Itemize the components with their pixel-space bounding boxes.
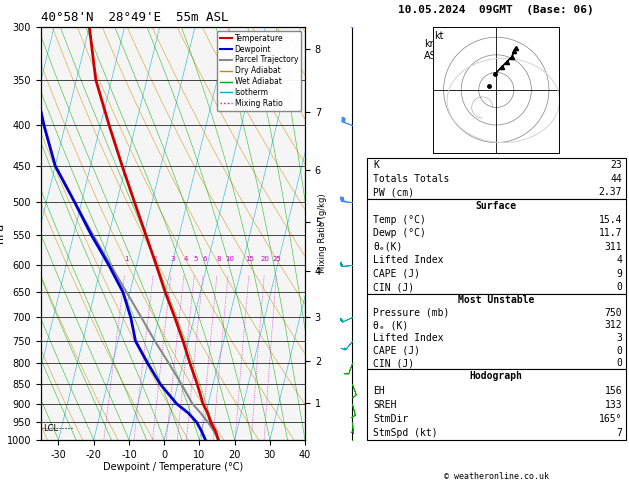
Text: 5: 5 <box>194 256 198 261</box>
Text: 9: 9 <box>616 269 622 279</box>
Text: © weatheronline.co.uk: © weatheronline.co.uk <box>444 472 548 481</box>
Text: 3: 3 <box>616 333 622 343</box>
Text: 40°58'N  28°49'E  55m ASL: 40°58'N 28°49'E 55m ASL <box>41 11 228 24</box>
Text: kt: kt <box>435 31 444 40</box>
Text: θₑ(K): θₑ(K) <box>373 242 403 252</box>
Text: Pressure (mb): Pressure (mb) <box>373 308 449 318</box>
Text: SREH: SREH <box>373 399 396 410</box>
Text: 7: 7 <box>616 428 622 438</box>
Text: Surface: Surface <box>476 201 517 211</box>
Text: 133: 133 <box>604 399 622 410</box>
Text: K: K <box>373 160 379 170</box>
Text: θₑ (K): θₑ (K) <box>373 320 408 330</box>
Text: 11.7: 11.7 <box>599 228 622 238</box>
Text: 15.4: 15.4 <box>599 214 622 225</box>
Text: 25: 25 <box>273 256 282 261</box>
Text: CAPE (J): CAPE (J) <box>373 346 420 356</box>
Text: 2.37: 2.37 <box>599 188 622 197</box>
Text: 6: 6 <box>202 256 206 261</box>
Y-axis label: hPa: hPa <box>0 223 5 243</box>
Text: CAPE (J): CAPE (J) <box>373 269 420 279</box>
Text: 3: 3 <box>170 256 175 261</box>
Text: 1: 1 <box>124 256 128 261</box>
Y-axis label: km
ASL: km ASL <box>424 39 442 61</box>
Text: 4: 4 <box>616 255 622 265</box>
Legend: Temperature, Dewpoint, Parcel Trajectory, Dry Adiabat, Wet Adiabat, Isotherm, Mi: Temperature, Dewpoint, Parcel Trajectory… <box>217 31 301 111</box>
Text: PW (cm): PW (cm) <box>373 188 414 197</box>
Text: StmSpd (kt): StmSpd (kt) <box>373 428 438 438</box>
Text: 4: 4 <box>183 256 187 261</box>
Text: 750: 750 <box>604 308 622 318</box>
Text: Temp (°C): Temp (°C) <box>373 214 426 225</box>
Text: 0: 0 <box>616 282 622 292</box>
Text: LCL: LCL <box>43 424 58 433</box>
Text: 165°: 165° <box>599 414 622 424</box>
Text: 312: 312 <box>604 320 622 330</box>
Text: StmDir: StmDir <box>373 414 408 424</box>
Text: 156: 156 <box>604 385 622 396</box>
Text: 23: 23 <box>610 160 622 170</box>
Text: Lifted Index: Lifted Index <box>373 333 443 343</box>
Text: 0: 0 <box>616 358 622 368</box>
Text: Totals Totals: Totals Totals <box>373 174 449 184</box>
Text: CIN (J): CIN (J) <box>373 282 414 292</box>
Text: Mixing Ratio (g/kg): Mixing Ratio (g/kg) <box>318 193 327 273</box>
Text: CIN (J): CIN (J) <box>373 358 414 368</box>
Text: 44: 44 <box>610 174 622 184</box>
Text: Most Unstable: Most Unstable <box>458 295 535 305</box>
Text: 10.05.2024  09GMT  (Base: 06): 10.05.2024 09GMT (Base: 06) <box>398 4 594 15</box>
Text: Lifted Index: Lifted Index <box>373 255 443 265</box>
Text: 8: 8 <box>216 256 221 261</box>
Text: 311: 311 <box>604 242 622 252</box>
Text: Hodograph: Hodograph <box>470 371 523 382</box>
Text: 15: 15 <box>246 256 255 261</box>
Text: EH: EH <box>373 385 385 396</box>
Text: Dewp (°C): Dewp (°C) <box>373 228 426 238</box>
Text: 10: 10 <box>225 256 234 261</box>
Text: 0: 0 <box>616 346 622 356</box>
Text: 20: 20 <box>261 256 270 261</box>
Text: 2: 2 <box>153 256 157 261</box>
X-axis label: Dewpoint / Temperature (°C): Dewpoint / Temperature (°C) <box>103 462 243 472</box>
